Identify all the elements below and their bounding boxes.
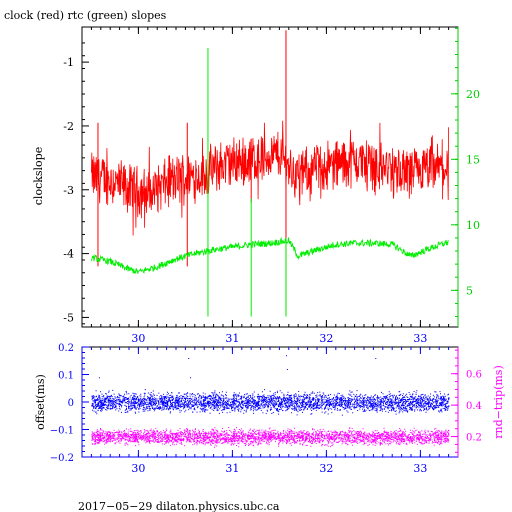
by-tick-label-4: −0.2 — [50, 453, 74, 464]
offset-chart: offset(ms) rnd−trip(ms) 30 31 32 33 0.2 0.1 0 −… — [34, 343, 505, 475]
rndtrip-axis-label: rnd−trip(ms) — [492, 365, 505, 439]
slope-chart: clock (red) rtc (green) slopes clockslop… — [4, 9, 480, 345]
bx-tick-label-1: 31 — [225, 462, 239, 475]
y-axis-label: clockslope — [32, 147, 45, 205]
x-tick-label-3: 33 — [413, 332, 427, 345]
by-tick-label-2: 0 — [68, 398, 74, 409]
slope-plot-area — [90, 30, 450, 317]
by2-tick-label-2: 0.2 — [466, 433, 482, 444]
bx-tick-label-3: 33 — [413, 462, 427, 475]
y-tick-label-2: -3 — [63, 184, 74, 197]
offset-outliers — [98, 355, 377, 379]
y-tick-label-4: -5 — [63, 311, 74, 324]
y2-tick-label-0: 5 — [466, 284, 473, 297]
chart-title: clock (red) rtc (green) slopes — [4, 9, 167, 22]
offset-points — [91, 389, 450, 416]
offset-axes: 30 31 32 33 0.2 0.1 0 −0.1 −0.2 0.6 0.4 0.2 — [50, 343, 482, 475]
y-tick-label-1: -2 — [63, 120, 74, 133]
footer-text: 2017−05−29 dilaton.physics.ubc.ca — [78, 500, 280, 512]
by-tick-label-1: 0.1 — [58, 371, 74, 382]
x-tick-label-1: 31 — [225, 332, 239, 345]
y2-tick-label-1: 10 — [466, 219, 480, 232]
slope-plot-frame — [81, 26, 459, 328]
rndtrip-points — [91, 427, 450, 448]
by-tick-label-0: 0.2 — [58, 343, 74, 354]
offset-axis-label: offset(ms) — [34, 374, 47, 430]
by-tick-label-3: −0.1 — [50, 426, 74, 437]
y-tick-label-3: -4 — [63, 248, 74, 261]
y2-tick-label-3: 20 — [466, 88, 480, 101]
bx-tick-label-0: 30 — [131, 462, 145, 475]
by2-tick-label-0: 0.6 — [466, 370, 482, 381]
y2-tick-label-2: 15 — [466, 153, 480, 166]
clock-slope-line — [91, 120, 450, 236]
slope-axes: 30 31 32 33 -1 -2 -3 -4 -5 5 10 15 20 — [63, 27, 480, 345]
offset-plot-area — [91, 355, 450, 448]
x-tick-label-2: 32 — [319, 332, 333, 345]
x-tick-label-0: 30 — [131, 332, 145, 345]
y-tick-label-0: -1 — [63, 56, 74, 69]
rtc-slope-line — [90, 236, 449, 274]
bx-tick-label-2: 32 — [319, 462, 333, 475]
by2-tick-label-1: 0.4 — [466, 401, 482, 412]
